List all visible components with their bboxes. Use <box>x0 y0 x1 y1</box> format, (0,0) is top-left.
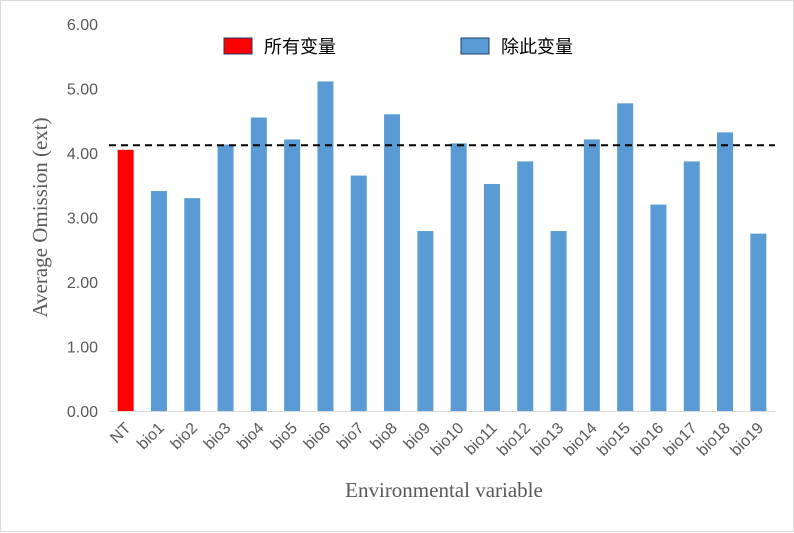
x-tick-label: bio10 <box>428 420 468 460</box>
legend: 所有变量 除此变量 <box>223 37 573 58</box>
y-tick-label: 6.00 <box>67 17 98 34</box>
bar-NT <box>117 149 134 411</box>
bar-bio14 <box>583 139 600 411</box>
x-tick-label: bio15 <box>594 420 634 460</box>
x-tick-label: bio3 <box>201 420 234 453</box>
y-tick-label: 4.00 <box>67 146 98 163</box>
x-tick-label: bio17 <box>661 420 701 460</box>
y-tick-label: 0.00 <box>67 404 98 421</box>
bar-bio13 <box>550 231 567 411</box>
bar-bio2 <box>184 198 201 411</box>
bar-bio18 <box>717 132 734 412</box>
x-axis-ticks: NT bio1 bio2 bio3 bio4 bio5 bio6 bio7 bio8 bio9bi… <box>107 420 767 460</box>
bar-bio12 <box>517 161 534 411</box>
bar-bio1 <box>150 191 167 411</box>
y-axis-ticks: 0.00 1.00 2.00 3.00 4.00 5.00 6.00 <box>67 17 98 421</box>
legend-swatch <box>223 37 253 55</box>
bar-bio4 <box>250 117 267 412</box>
bar-bio19 <box>750 233 767 411</box>
x-tick-label: bio1 <box>134 420 167 453</box>
x-tick-label: bio16 <box>628 420 668 460</box>
x-tick-label: NT <box>107 420 134 447</box>
legend-label: 除此变量 <box>501 37 573 58</box>
bar-bio5 <box>284 139 301 411</box>
bar-bio16 <box>650 204 667 411</box>
x-tick-label: bio19 <box>727 420 767 460</box>
x-tick-label: bio4 <box>234 420 267 453</box>
x-tick-label: bio14 <box>561 420 601 460</box>
x-tick-label: bio12 <box>494 420 534 460</box>
x-tick-label: bio13 <box>528 420 568 460</box>
x-tick-label: bio2 <box>168 420 201 453</box>
legend-label: 所有变量 <box>264 37 336 58</box>
x-axis-title: Environmental variable <box>345 478 543 502</box>
bar-bio11 <box>483 183 500 411</box>
bar-bio7 <box>350 175 367 411</box>
y-tick-label: 1.00 <box>67 340 98 357</box>
x-tick-label: bio5 <box>268 420 301 453</box>
bar-bio6 <box>317 81 334 411</box>
x-tick-label: bio11 <box>462 420 501 459</box>
bar-bio17 <box>683 161 700 411</box>
y-axis-title: Average Omission (ext) <box>28 117 52 317</box>
x-tick-label: bio18 <box>694 420 734 460</box>
bar-bio3 <box>217 144 234 412</box>
x-tick-label: bio6 <box>301 420 334 453</box>
y-tick-label: 5.00 <box>67 82 98 99</box>
bar-bio10 <box>450 143 467 411</box>
bar-bio9 <box>417 231 434 411</box>
x-tick-label: bio7 <box>334 420 367 453</box>
y-tick-label: 2.00 <box>67 275 98 292</box>
x-tick-label: bio8 <box>367 420 400 453</box>
bar-bio8 <box>384 114 401 412</box>
bars <box>117 81 767 412</box>
y-tick-label: 3.00 <box>67 211 98 228</box>
legend-swatch <box>460 37 490 55</box>
bar-bio15 <box>617 103 634 412</box>
